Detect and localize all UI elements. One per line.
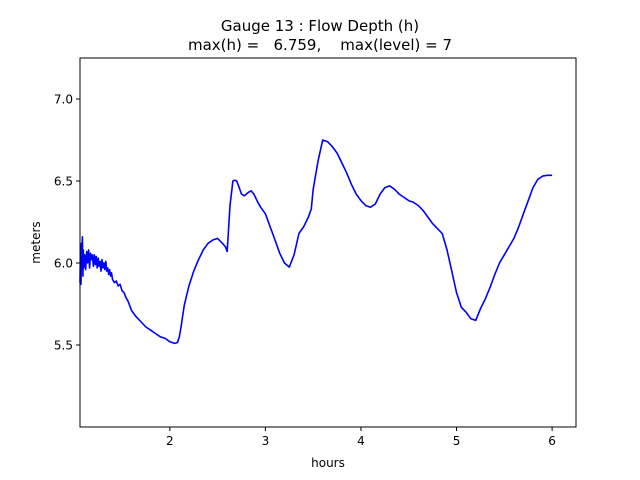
y-axis-label: meters <box>29 221 43 263</box>
x-tick-label: 5 <box>453 434 461 448</box>
x-tick-label: 6 <box>548 434 556 448</box>
chart-subtitle: max(h) = 6.759, max(level) = 7 <box>187 36 453 54</box>
y-tick-label: 7.0 <box>54 93 73 107</box>
x-axis-ticks: 2 3 4 5 6 <box>166 427 556 448</box>
x-axis-label: hours <box>311 456 345 470</box>
chart-title: Gauge 13 : Flow Depth (h) <box>220 17 420 35</box>
y-tick-label: 6.0 <box>54 257 73 271</box>
y-tick-label: 5.5 <box>54 339 73 353</box>
plot-frame <box>79 57 577 428</box>
x-tick-label: 4 <box>357 434 365 448</box>
x-tick-label: 3 <box>262 434 270 448</box>
plot-area <box>80 58 576 427</box>
y-axis-ticks: 5.5 6.0 6.5 7.0 <box>54 93 80 353</box>
y-tick-label: 6.5 <box>54 175 73 189</box>
series-line <box>79 139 553 345</box>
x-tick-label: 2 <box>166 434 174 448</box>
